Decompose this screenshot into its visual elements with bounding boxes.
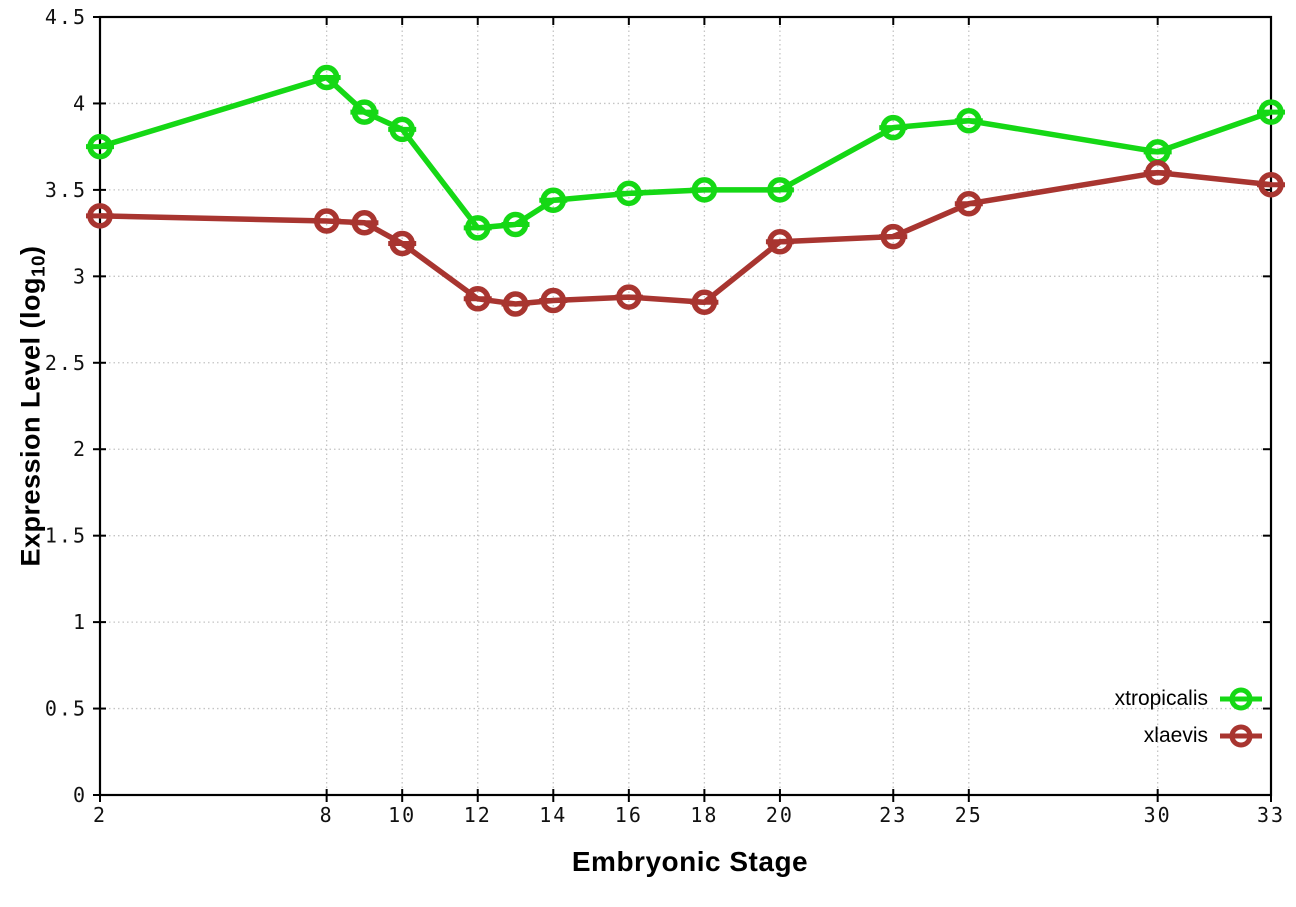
- y-tick-label: 4.5: [45, 5, 87, 29]
- plot-border: [98, 15, 1273, 797]
- data-point-marker: [540, 287, 567, 314]
- data-point-marker: [313, 64, 340, 91]
- data-point-marker: [616, 180, 642, 207]
- data-point-marker: [87, 203, 113, 229]
- x-tick-label: 8: [320, 803, 334, 827]
- legend-label-xtropicalis: xtropicalis: [1114, 687, 1208, 710]
- data-point-marker: [1144, 159, 1171, 186]
- data-point-marker: [502, 291, 529, 317]
- y-axis-label-text: Expression Level (log: [15, 276, 46, 567]
- data-point-marker: [880, 114, 907, 141]
- series-line: [97, 169, 1274, 307]
- data-point-marker: [691, 177, 718, 203]
- series-xtropicalis: [86, 64, 1285, 241]
- y-tick-label: 0: [73, 783, 87, 807]
- x-tick-label: 33: [1257, 803, 1285, 827]
- series-xlaevis: [86, 159, 1285, 317]
- data-point-marker: [389, 230, 415, 257]
- data-point-marker: [691, 289, 718, 316]
- data-point-marker: [351, 209, 378, 236]
- data-point-marker: [1258, 99, 1284, 125]
- x-axis-label: Embryonic Stage: [571, 846, 809, 877]
- legend-sample-marker: [1229, 724, 1253, 748]
- data-point-marker: [767, 177, 793, 203]
- x-tick-label: 14: [539, 803, 567, 827]
- data-point-marker: [880, 223, 907, 250]
- y-axis-label-subscript: 10: [28, 254, 50, 277]
- data-point-marker: [389, 116, 415, 143]
- legend-sample-xtropicalis-icon: [1220, 687, 1262, 711]
- y-tick-label: 3.5: [45, 178, 87, 202]
- data-point-marker: [767, 229, 793, 255]
- x-tick-label: 25: [955, 803, 983, 827]
- data-point-marker: [351, 99, 378, 125]
- x-tick-label: 20: [766, 803, 794, 827]
- data-point-marker: [464, 286, 491, 312]
- legend-row-xtropicalis: xtropicalis: [1115, 684, 1264, 714]
- data-point-marker: [956, 107, 982, 134]
- series-line: [97, 74, 1274, 231]
- y-tick-label: 1: [73, 610, 87, 634]
- x-tick-label: 16: [615, 803, 643, 827]
- x-tick-label: 10: [388, 803, 416, 827]
- y-tick-label: 4: [73, 91, 87, 115]
- data-point-marker: [87, 133, 113, 160]
- x-tick-label: 18: [690, 803, 718, 827]
- x-tick-label: 2: [93, 803, 107, 827]
- y-tick-label: 2.5: [45, 351, 87, 375]
- legend: xtropicalis xlaevis: [1115, 684, 1264, 751]
- y-tick-label: 2: [73, 437, 87, 461]
- legend-sample-xlaevis-icon: [1220, 724, 1262, 748]
- y-axis-label-suffix: ): [15, 245, 46, 255]
- y-tick-label: 0.5: [45, 697, 87, 721]
- legend-sample-marker: [1229, 687, 1253, 711]
- y-tick-label: 3: [73, 264, 87, 288]
- data-point-marker: [616, 284, 642, 310]
- x-tick-label: 23: [879, 803, 907, 827]
- x-tick-label: 30: [1144, 803, 1172, 827]
- data-point-marker: [540, 187, 567, 214]
- y-axis-label: Expression Level (log10): [16, 245, 51, 566]
- data-point-marker: [956, 190, 982, 217]
- data-point-marker: [464, 215, 491, 241]
- x-tick-label: 12: [464, 803, 492, 827]
- data-point-marker: [313, 208, 340, 234]
- data-point-marker: [502, 211, 529, 238]
- data-point-marker: [1258, 171, 1284, 198]
- y-tick-label: 1.5: [45, 524, 87, 548]
- legend-label-xlaevis: xlaevis: [1143, 724, 1208, 747]
- legend-row-xlaevis: xlaevis: [1115, 721, 1264, 751]
